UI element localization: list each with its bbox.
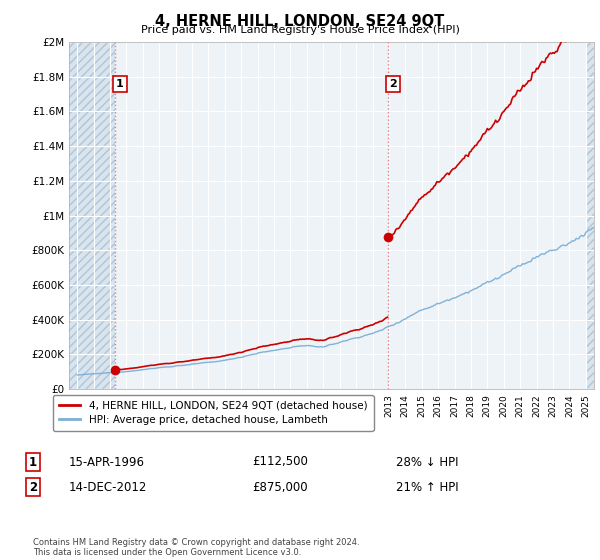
Legend: 4, HERNE HILL, LONDON, SE24 9QT (detached house), HPI: Average price, detached h: 4, HERNE HILL, LONDON, SE24 9QT (detache… [53,395,373,431]
Text: 1: 1 [116,78,124,88]
Text: 21% ↑ HPI: 21% ↑ HPI [396,480,458,494]
Text: £875,000: £875,000 [252,480,308,494]
Text: 14-DEC-2012: 14-DEC-2012 [69,480,148,494]
Text: 15-APR-1996: 15-APR-1996 [69,455,145,469]
Text: 2: 2 [29,480,37,494]
Text: 1: 1 [29,455,37,469]
Text: Contains HM Land Registry data © Crown copyright and database right 2024.
This d: Contains HM Land Registry data © Crown c… [33,538,359,557]
Text: 2: 2 [389,78,397,88]
Bar [115,42,586,389]
Text: Price paid vs. HM Land Registry's House Price Index (HPI): Price paid vs. HM Land Registry's House … [140,25,460,35]
Bar [53,42,115,389]
Text: 4, HERNE HILL, LONDON, SE24 9QT: 4, HERNE HILL, LONDON, SE24 9QT [155,14,445,29]
Text: £112,500: £112,500 [252,455,308,469]
Text: 28% ↓ HPI: 28% ↓ HPI [396,455,458,469]
Bar [586,42,600,389]
